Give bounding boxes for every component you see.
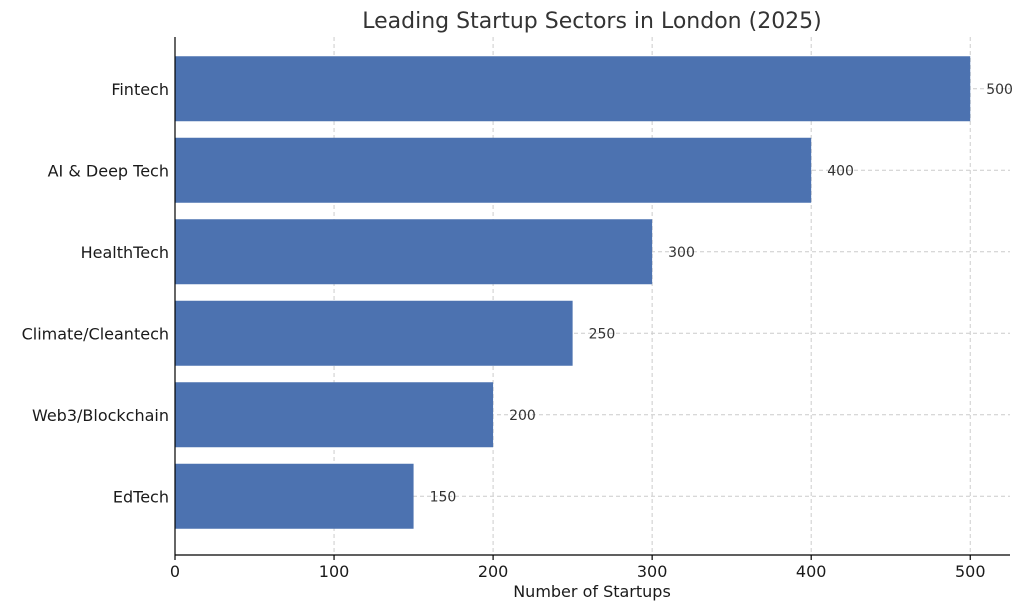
axes: 0 100 200 300 400 500 bbox=[170, 37, 1010, 581]
bar bbox=[175, 219, 653, 285]
x-axis-title: Number of Startups bbox=[513, 582, 671, 601]
x-tick-label: 200 bbox=[478, 562, 509, 581]
bar bbox=[175, 56, 971, 122]
data-label: 250 bbox=[589, 326, 616, 342]
bar bbox=[175, 137, 812, 203]
y-tick-label: Fintech bbox=[111, 80, 169, 99]
x-tick-label: 300 bbox=[637, 562, 668, 581]
bars bbox=[175, 56, 971, 529]
x-tick-label: 100 bbox=[319, 562, 350, 581]
data-label: 400 bbox=[827, 163, 854, 179]
data-labels: Fintech 500 AI & Deep Tech 400 HealthTech 300… bbox=[22, 80, 1013, 507]
bar bbox=[175, 382, 494, 448]
y-tick-label: Climate/Cleantech bbox=[22, 324, 169, 343]
x-tick-label: 500 bbox=[955, 562, 986, 581]
y-tick-label: EdTech bbox=[113, 487, 169, 506]
bar bbox=[175, 463, 414, 529]
x-tick-label: 400 bbox=[796, 562, 827, 581]
chart-title: Leading Startup Sectors in London (2025) bbox=[362, 9, 822, 34]
data-label: 500 bbox=[986, 82, 1013, 98]
bar bbox=[175, 300, 573, 366]
y-tick-label: HealthTech bbox=[81, 243, 169, 262]
data-label: 200 bbox=[509, 408, 536, 424]
data-label: 150 bbox=[430, 489, 457, 505]
y-tick-label: AI & Deep Tech bbox=[48, 161, 169, 180]
data-label: 300 bbox=[668, 245, 695, 261]
y-tick-label: Web3/Blockchain bbox=[32, 406, 169, 425]
x-tick-label: 0 bbox=[170, 562, 180, 581]
